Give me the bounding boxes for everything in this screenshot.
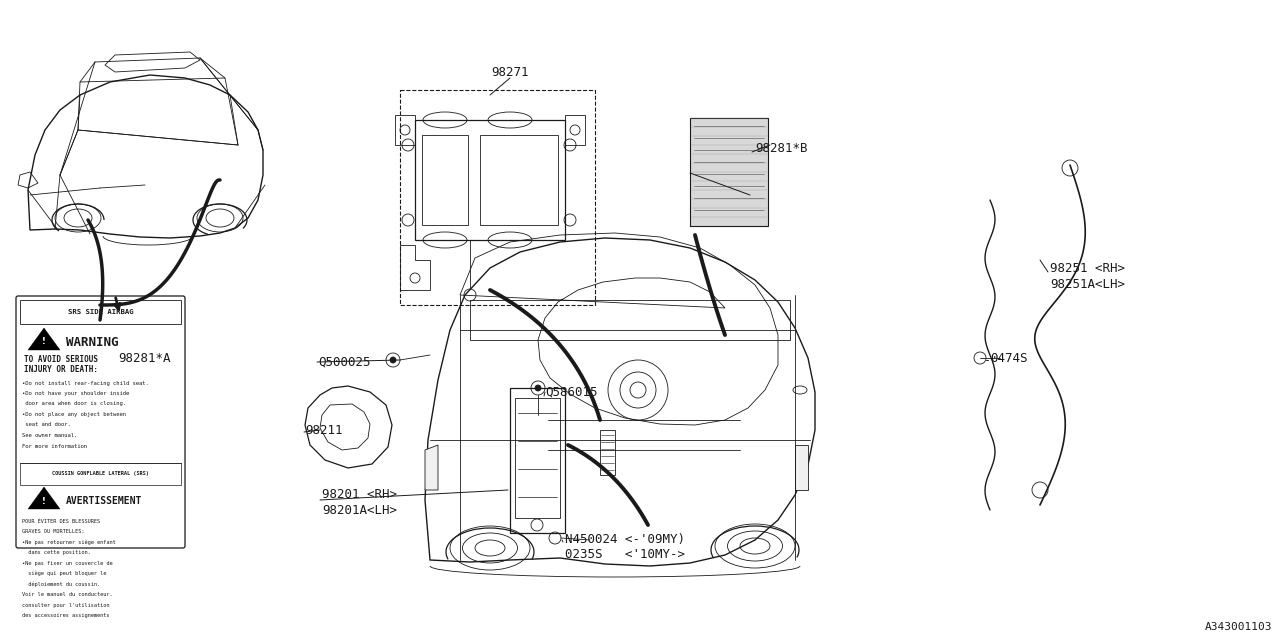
Polygon shape bbox=[28, 487, 60, 509]
Text: •Do not have your shoulder inside: •Do not have your shoulder inside bbox=[22, 391, 129, 396]
Text: SRS SIDE AIRBAG: SRS SIDE AIRBAG bbox=[68, 309, 133, 315]
Text: !: ! bbox=[42, 337, 46, 346]
Text: •Ne pas fixer un couvercle de: •Ne pas fixer un couvercle de bbox=[22, 561, 113, 566]
Text: 0235S   <'10MY->: 0235S <'10MY-> bbox=[564, 547, 685, 561]
Polygon shape bbox=[795, 445, 808, 490]
Text: 98201 <RH>: 98201 <RH> bbox=[323, 488, 397, 502]
Text: INJURY OR DEATH:: INJURY OR DEATH: bbox=[24, 365, 99, 374]
Text: 98251 <RH>: 98251 <RH> bbox=[1050, 262, 1125, 275]
Text: seat and door.: seat and door. bbox=[22, 422, 70, 428]
Text: COUSSIN GONFLABLE LATERAL (SRS): COUSSIN GONFLABLE LATERAL (SRS) bbox=[52, 472, 148, 477]
FancyBboxPatch shape bbox=[15, 296, 186, 548]
Text: consulter pour l'utilisation: consulter pour l'utilisation bbox=[22, 602, 110, 607]
FancyBboxPatch shape bbox=[690, 118, 768, 226]
Text: 98211: 98211 bbox=[305, 424, 343, 436]
Text: TO AVOID SERIOUS: TO AVOID SERIOUS bbox=[24, 355, 99, 365]
Text: N450024 <-'09MY): N450024 <-'09MY) bbox=[564, 532, 685, 545]
Text: Q500025: Q500025 bbox=[317, 355, 370, 369]
Polygon shape bbox=[28, 328, 60, 350]
Text: 98281*A: 98281*A bbox=[118, 351, 170, 365]
Polygon shape bbox=[425, 445, 438, 490]
Text: •Do not install rear-facing child seat.: •Do not install rear-facing child seat. bbox=[22, 381, 148, 385]
Text: 98251A<LH>: 98251A<LH> bbox=[1050, 278, 1125, 291]
Text: See owner manual.: See owner manual. bbox=[22, 433, 77, 438]
Text: •Do not place any object between: •Do not place any object between bbox=[22, 412, 125, 417]
Text: 98281*B: 98281*B bbox=[755, 141, 808, 154]
Text: dans cette position.: dans cette position. bbox=[22, 550, 91, 555]
Text: !: ! bbox=[42, 497, 46, 506]
Circle shape bbox=[390, 357, 396, 363]
Text: siège qui peut bloquer le: siège qui peut bloquer le bbox=[22, 571, 106, 576]
Text: 98201A<LH>: 98201A<LH> bbox=[323, 504, 397, 518]
Text: AVERTISSEMENT: AVERTISSEMENT bbox=[67, 496, 142, 506]
Text: •Ne pas retourner siège enfant: •Ne pas retourner siège enfant bbox=[22, 540, 115, 545]
Text: For more information: For more information bbox=[22, 444, 87, 449]
Text: des accessoires assignements: des accessoires assignements bbox=[22, 613, 110, 618]
Circle shape bbox=[535, 385, 541, 391]
Text: WARNING: WARNING bbox=[67, 335, 119, 349]
Text: Q586015: Q586015 bbox=[545, 385, 598, 399]
Text: 0474S: 0474S bbox=[989, 351, 1028, 365]
Text: POUR ÉVITER DES BLESSURES: POUR ÉVITER DES BLESSURES bbox=[22, 518, 100, 524]
Text: GRAVES OU MORTELLES:: GRAVES OU MORTELLES: bbox=[22, 529, 84, 534]
Text: déploiement du coussin.: déploiement du coussin. bbox=[22, 581, 100, 587]
Text: 98271: 98271 bbox=[492, 65, 529, 79]
Text: door area when door is closing.: door area when door is closing. bbox=[22, 401, 125, 406]
Text: Voir le manuel du conducteur.: Voir le manuel du conducteur. bbox=[22, 592, 113, 597]
Text: A343001103: A343001103 bbox=[1204, 622, 1272, 632]
